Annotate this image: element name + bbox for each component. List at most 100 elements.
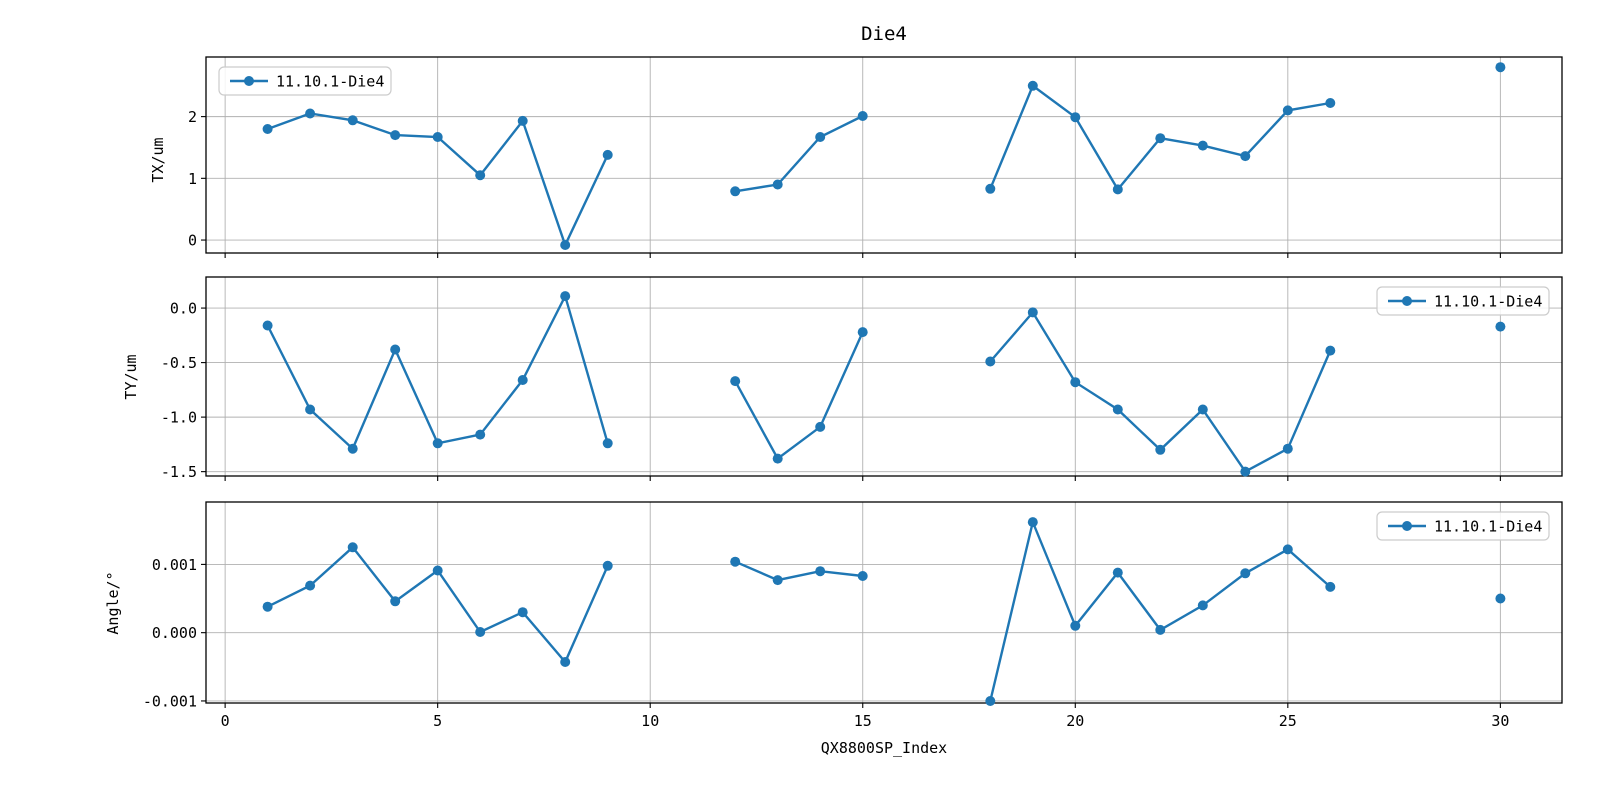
axes-frame	[205, 501, 1563, 704]
data-point	[1197, 600, 1208, 611]
data-point	[262, 320, 273, 331]
data-point	[1070, 620, 1081, 631]
x-tick-label: 5	[433, 712, 442, 730]
data-point	[1325, 581, 1336, 592]
data-point	[560, 240, 571, 250]
y-tick-label: 1	[188, 170, 197, 188]
data-point	[772, 179, 783, 190]
subplot-2: 0 5 10 15 20 25 30 0.001 0.000 -0.001 11.10.1-Die4	[143, 501, 1563, 730]
legend-box	[1376, 286, 1550, 316]
data-point	[1027, 80, 1038, 91]
legend-marker-icon	[244, 76, 254, 86]
data-point	[262, 124, 273, 134]
data-point	[815, 421, 826, 432]
data-point	[262, 601, 273, 612]
y-tick-label: -0.001	[143, 692, 197, 710]
data-point	[347, 115, 358, 126]
data-point	[432, 132, 443, 142]
data-point	[730, 186, 741, 197]
data-point	[1495, 62, 1506, 73]
data-point	[1282, 443, 1293, 454]
data-point	[432, 438, 443, 449]
data-point	[347, 443, 358, 454]
data-point	[1027, 517, 1038, 528]
legend-label: 11.10.1-Die4	[1434, 518, 1542, 536]
data-point	[985, 696, 996, 706]
data-point	[517, 607, 528, 618]
legend: 11.10.1-Die4	[1376, 511, 1550, 541]
data-point	[1282, 105, 1293, 116]
data-point	[1495, 593, 1506, 604]
legend-box	[218, 66, 392, 96]
data-line	[734, 114, 864, 193]
legend-marker-icon	[1402, 521, 1412, 531]
data-point	[1197, 404, 1208, 415]
data-point	[602, 438, 613, 449]
data-point	[560, 657, 571, 667]
y-axis-label-tx: TX/um	[149, 137, 167, 182]
data-point	[815, 566, 826, 577]
legend-label: 11.10.1-Die4	[1434, 293, 1542, 311]
y-tick-label: 0.001	[152, 556, 197, 574]
legend-box	[1376, 511, 1550, 541]
data-point	[517, 115, 528, 126]
x-axis-label: QX8800SP_Index	[821, 739, 947, 757]
chart-title: Die4	[861, 23, 907, 45]
data-point	[1027, 307, 1038, 318]
data-point	[602, 149, 613, 160]
data-point	[1197, 140, 1208, 151]
data-point	[1112, 567, 1123, 578]
data-point	[517, 375, 528, 385]
data-point	[432, 565, 443, 576]
data-point	[730, 376, 741, 387]
subplot-1: 0.0 -0.5 -1.0 -1.5 11.10.1-Die4	[161, 276, 1563, 481]
data-point	[1240, 568, 1251, 579]
x-tick-label: 20	[1066, 712, 1084, 730]
data-point	[475, 170, 486, 181]
data-point	[1495, 321, 1506, 332]
data-point	[390, 130, 401, 141]
data-point	[1325, 345, 1336, 356]
data-point	[730, 556, 741, 567]
data-line	[989, 518, 1332, 703]
data-point	[1155, 133, 1166, 144]
data-line	[734, 330, 864, 461]
plots-layer: 0 1 2 11.10.1-Die4 0.0 -0.5 -1.0 -1.5 11.10.1-Di…	[143, 56, 1563, 730]
y-axis-label-ty: TY/um	[122, 354, 140, 399]
data-point	[1155, 444, 1166, 455]
x-tick-label: 25	[1279, 712, 1297, 730]
y-tick-label: 2	[188, 108, 197, 126]
axes-frame	[205, 276, 1563, 477]
data-point	[1325, 98, 1336, 108]
data-line	[734, 560, 864, 582]
data-point	[1240, 151, 1251, 162]
data-point	[305, 404, 316, 415]
y-tick-label: 0.0	[170, 300, 197, 318]
y-tick-label: -0.5	[161, 354, 197, 372]
data-point	[857, 327, 868, 338]
data-point	[560, 291, 571, 302]
y-tick-label: 0	[188, 232, 197, 250]
y-tick-label: -1.5	[161, 463, 197, 481]
legend-label: 11.10.1-Die4	[276, 73, 384, 91]
axes-frame	[205, 56, 1563, 254]
data-point	[857, 571, 868, 581]
x-tick-label: 0	[221, 712, 230, 730]
data-point	[772, 453, 783, 464]
data-point	[857, 111, 868, 121]
data-point	[1070, 377, 1081, 388]
x-tick-label: 10	[641, 712, 659, 730]
x-tick-label: 15	[854, 712, 872, 730]
data-point	[985, 356, 996, 367]
y-tick-label: 0.000	[152, 624, 197, 642]
data-point	[305, 580, 316, 591]
data-point	[1282, 544, 1293, 555]
data-point	[1070, 112, 1081, 123]
subplot-0: 0 1 2 11.10.1-Die4	[188, 56, 1563, 258]
data-point	[475, 627, 486, 637]
y-tick-label: -1.0	[161, 409, 197, 427]
x-tick-label: 30	[1491, 712, 1509, 730]
data-point	[985, 183, 996, 194]
